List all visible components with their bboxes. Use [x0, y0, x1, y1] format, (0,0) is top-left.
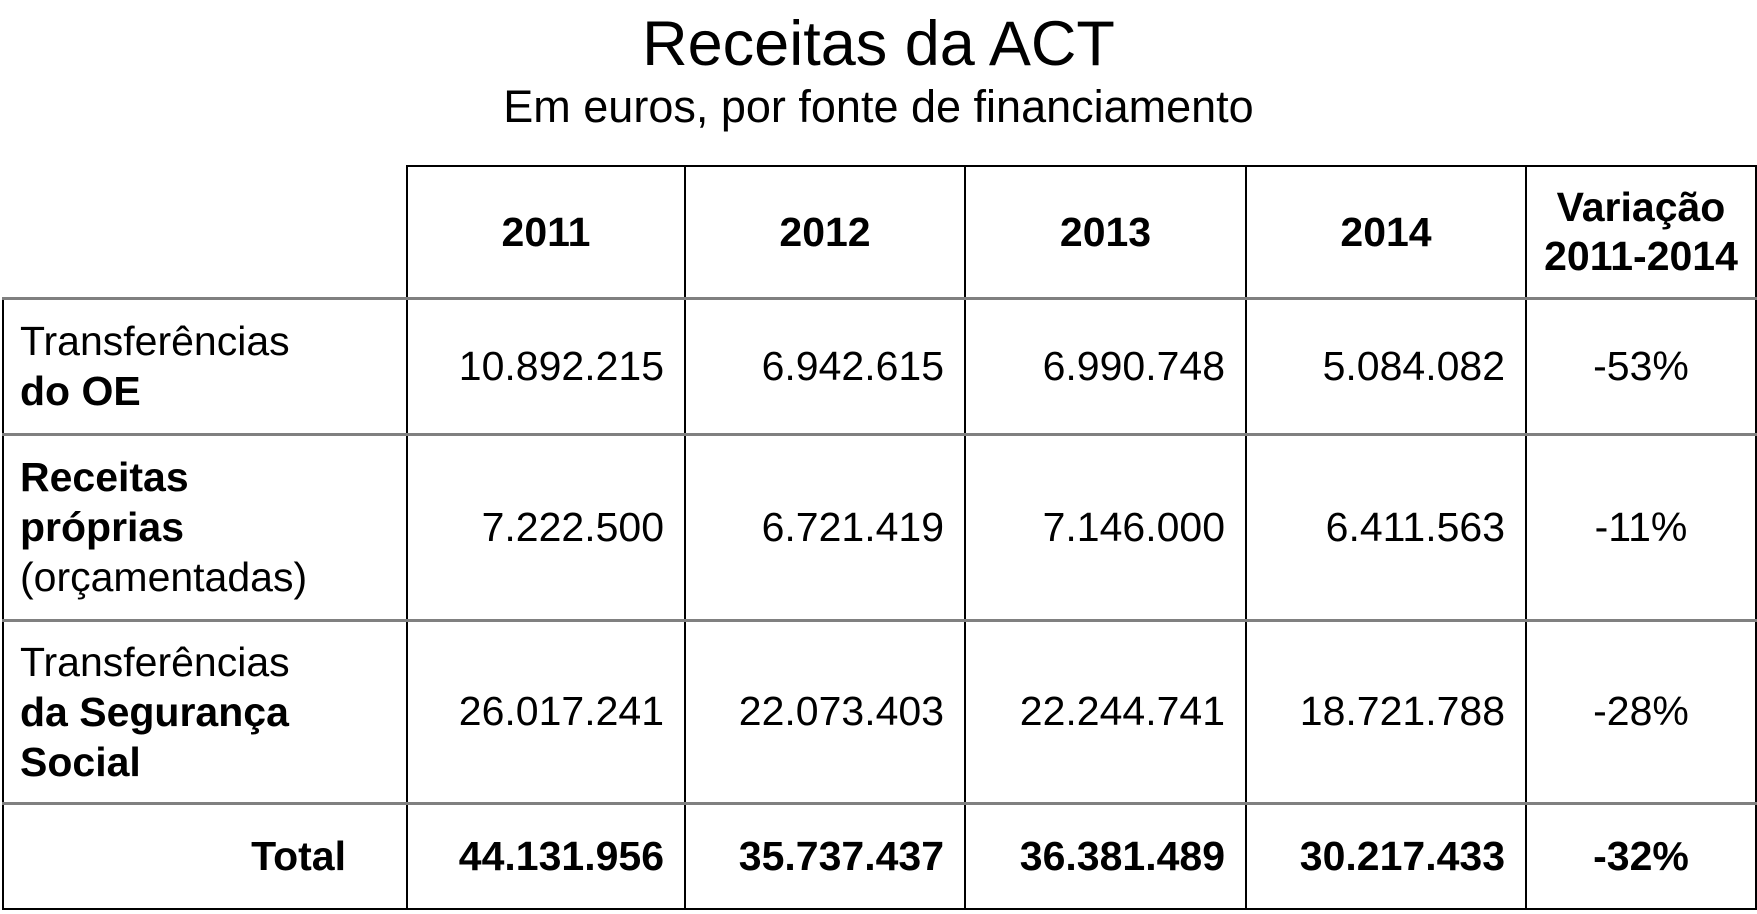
- row-label-line: Transferências: [20, 638, 290, 685]
- row-label: Transferências da Segurança Social: [2, 618, 408, 804]
- table-row: Transferências do OE 10.892.215 6.942.61…: [2, 296, 1757, 435]
- row-label-line: próprias: [20, 504, 185, 550]
- table-heading: Receitas da ACT Em euros, por fonte de f…: [0, 8, 1757, 132]
- row-label-line: Transferências: [20, 318, 290, 364]
- total-variation-cell: -32%: [1525, 801, 1757, 910]
- value-cell: 7.146.000: [964, 432, 1247, 621]
- value-cell: 18.721.788: [1245, 618, 1527, 804]
- row-label-line: (orçamentadas): [20, 554, 308, 600]
- total-value-cell: 35.737.437: [684, 801, 966, 910]
- value-cell: 5.084.082: [1245, 296, 1527, 435]
- total-value-cell: 36.381.489: [964, 801, 1247, 910]
- total-value-cell: 30.217.433: [1245, 801, 1527, 910]
- revenue-table: 2011 2012 2013 2014 Variação 2011-2014 T…: [2, 165, 1757, 910]
- variation-cell: -53%: [1525, 296, 1757, 435]
- corner-cell: [3, 166, 407, 298]
- col-header-2012: 2012: [684, 165, 966, 299]
- value-cell: 7.222.500: [406, 432, 686, 621]
- page-title: Receitas da ACT: [642, 9, 1115, 79]
- value-cell: 26.017.241: [406, 618, 686, 804]
- col-header-2014: 2014: [1245, 165, 1527, 299]
- total-label: Total: [2, 801, 408, 910]
- page-subtitle: Em euros, por fonte de financiamento: [503, 81, 1254, 133]
- table-row: Receitas próprias (orçamentadas) 7.222.5…: [2, 432, 1757, 621]
- table-row: Transferências da Segurança Social 26.01…: [2, 618, 1757, 804]
- row-label-line: do OE: [20, 368, 141, 414]
- row-label-line: da Segurança: [20, 688, 289, 735]
- total-value-cell: 44.131.956: [406, 801, 686, 910]
- value-cell: 6.411.563: [1245, 432, 1527, 621]
- col-header-variation: Variação 2011-2014: [1525, 165, 1757, 299]
- col-header-2011: 2011: [406, 165, 686, 299]
- col-header-2013: 2013: [964, 165, 1247, 299]
- value-cell: 6.990.748: [964, 296, 1247, 435]
- total-row: Total 44.131.956 35.737.437 36.381.489 3…: [2, 801, 1757, 910]
- value-cell: 10.892.215: [406, 296, 686, 435]
- row-label: Transferências do OE: [2, 296, 408, 435]
- value-cell: 22.244.741: [964, 618, 1247, 804]
- value-cell: 6.942.615: [684, 296, 966, 435]
- row-label-line: Social: [20, 738, 141, 785]
- header-row: 2011 2012 2013 2014 Variação 2011-2014: [3, 165, 1757, 299]
- variation-cell: -11%: [1525, 432, 1757, 621]
- value-cell: 6.721.419: [684, 432, 966, 621]
- row-label: Receitas próprias (orçamentadas): [2, 432, 408, 621]
- value-cell: 22.073.403: [684, 618, 966, 804]
- variation-cell: -28%: [1525, 618, 1757, 804]
- row-label-line: Receitas: [20, 454, 189, 500]
